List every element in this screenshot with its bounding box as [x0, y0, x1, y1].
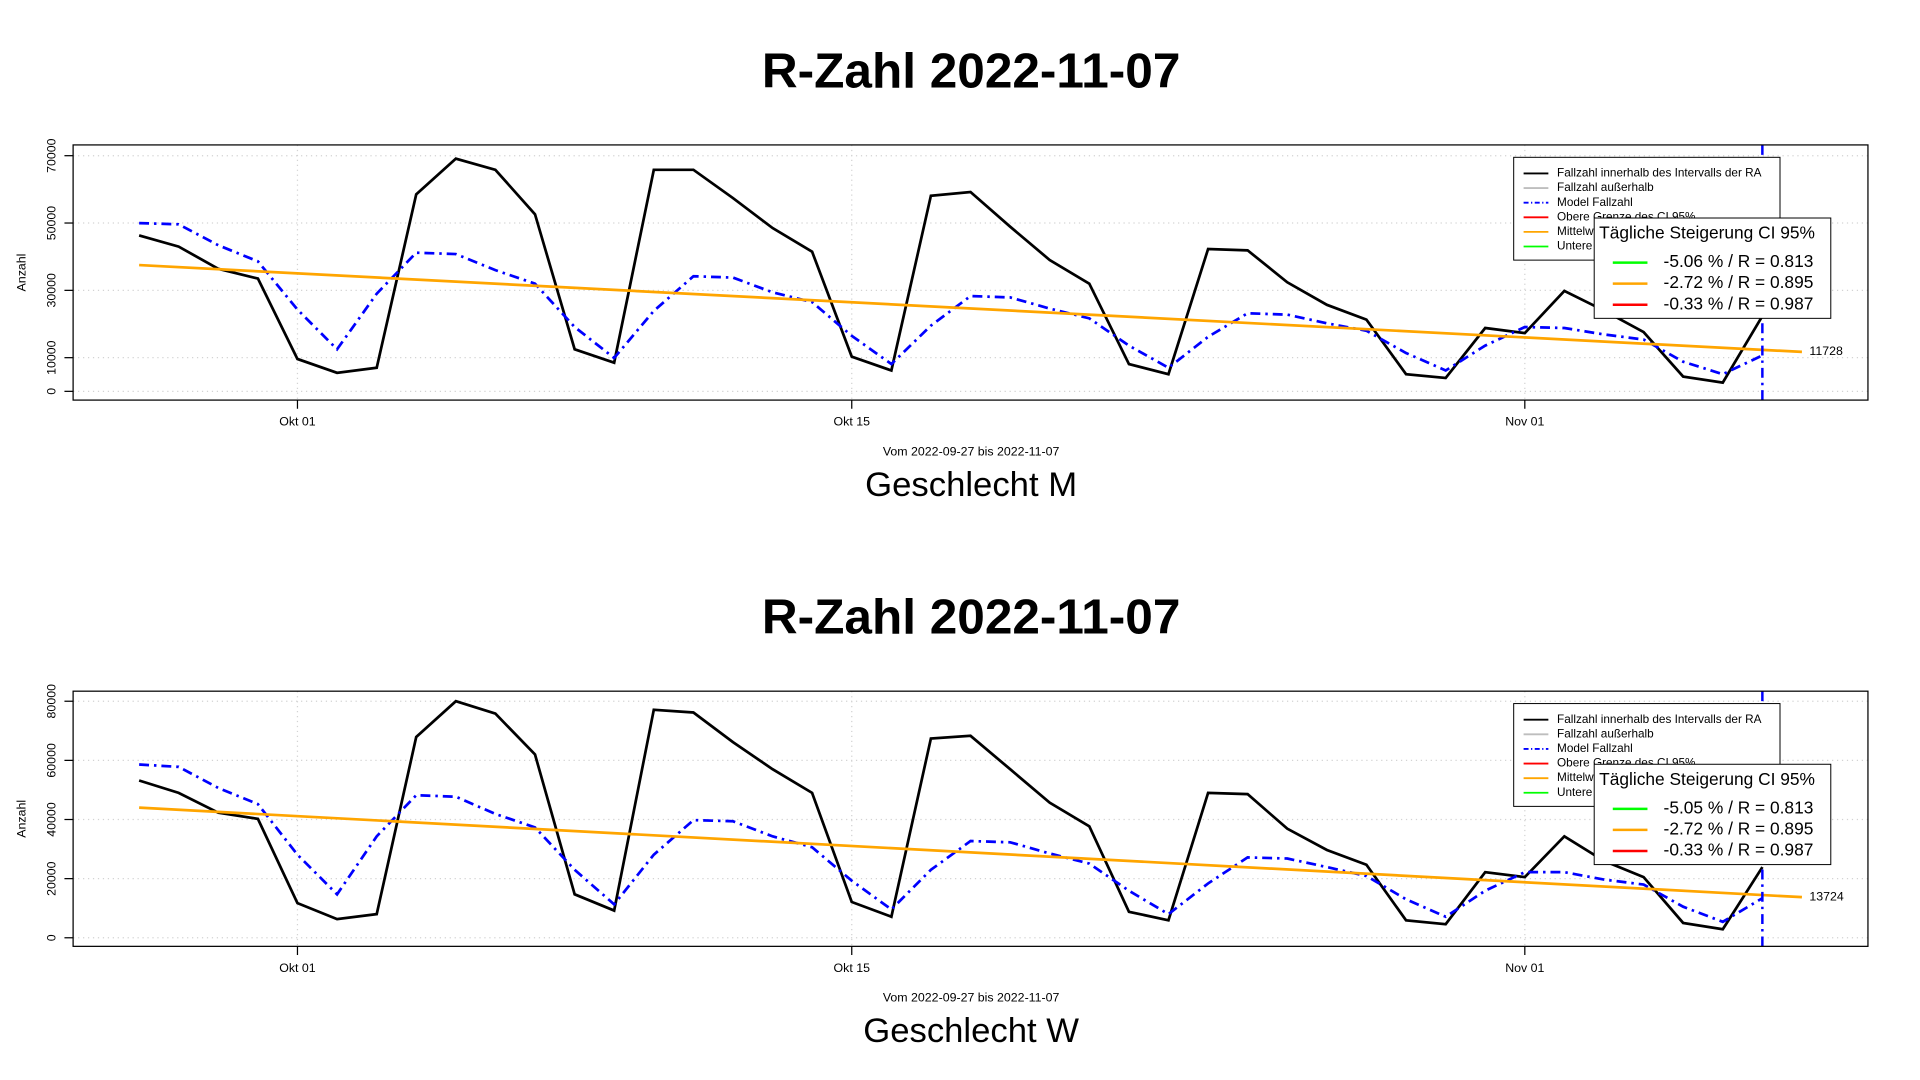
legend-label: Model Fallzahl — [1557, 196, 1633, 209]
ci-legend-title: Tägliche Steigerung CI 95% — [1599, 769, 1815, 789]
legend-label: Model Fallzahl — [1557, 742, 1633, 755]
ci-legend-label: -2.72 % / R = 0.895 — [1664, 272, 1814, 292]
ci-legend-box — [1593, 763, 1832, 866]
value-label: 11728 — [1809, 344, 1843, 358]
series-line — [139, 763, 1764, 924]
chart-title: R-Zahl 2022-11-07 — [762, 590, 1180, 645]
y-tick-label: 70000 — [44, 138, 58, 173]
y-tick-label: 0 — [44, 934, 58, 941]
plot-frame — [72, 144, 1869, 401]
y-axis-label: Anzahl — [15, 800, 29, 838]
x-tick-label: Nov 01 — [1505, 961, 1544, 975]
x-tick-label: Okt 01 — [279, 415, 316, 429]
ci-legend-label: -5.06 % / R = 0.813 — [1664, 251, 1814, 271]
series-line — [139, 806, 1803, 899]
chart-subtitle: Geschlecht W — [863, 1012, 1079, 1050]
series-line — [139, 263, 1802, 354]
y-tick-label: 20000 — [44, 861, 58, 896]
y-tick-label: 10000 — [44, 340, 58, 375]
y-tick-label: 50000 — [44, 206, 58, 241]
plot-frame — [72, 690, 1869, 947]
x-tick-label: Nov 01 — [1505, 415, 1544, 429]
chart-title: R-Zahl 2022-11-07 — [762, 43, 1180, 98]
series-line — [138, 699, 1764, 931]
legend-label: Fallzahl außerhalb — [1557, 727, 1654, 740]
series-line — [139, 221, 1763, 376]
x-tick-label: Okt 15 — [834, 415, 871, 429]
y-tick-label: 60000 — [44, 743, 58, 778]
y-tick-label: 40000 — [44, 802, 58, 837]
ci-legend-box — [1593, 217, 1832, 319]
legend-label: Fallzahl innerhalb des Intervalls der RA — [1557, 167, 1762, 180]
legend-label: Fallzahl außerhalb — [1557, 181, 1654, 194]
value-label: 13724 — [1809, 889, 1844, 903]
ci-legend-title: Tägliche Steigerung CI 95% — [1599, 223, 1815, 243]
chart-subtitle: Geschlecht M — [865, 466, 1077, 504]
ci-legend-label: -2.72 % / R = 0.895 — [1664, 818, 1814, 838]
ci-legend-label: -5.05 % / R = 0.813 — [1664, 797, 1814, 817]
y-tick-label: 30000 — [44, 273, 58, 308]
y-axis-label: Anzahl — [15, 254, 29, 292]
series-line — [138, 157, 1764, 385]
legend-label: Fallzahl innerhalb des Intervalls der RA — [1557, 713, 1762, 726]
ci-legend-label: -0.33 % / R = 0.987 — [1664, 293, 1814, 313]
x-tick-label: Okt 15 — [834, 961, 871, 975]
x-tick-label: Okt 01 — [279, 961, 316, 975]
ci-legend-label: -0.33 % / R = 0.987 — [1664, 840, 1814, 860]
x-axis-label: Vom 2022-09-27 bis 2022-11-07 — [883, 991, 1060, 1005]
x-axis-label: Vom 2022-09-27 bis 2022-11-07 — [883, 444, 1060, 458]
y-tick-label: 80000 — [44, 684, 58, 719]
y-tick-label: 0 — [44, 388, 58, 395]
